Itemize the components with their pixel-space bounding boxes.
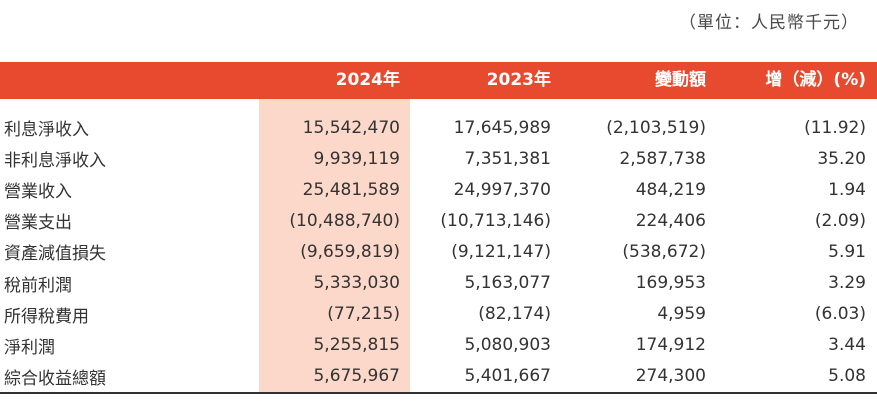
cell-2024: 9,939,119: [313, 148, 400, 169]
row-label: 利息淨收入: [4, 120, 89, 141]
cell-2024: 5,255,815: [313, 335, 400, 356]
cell-change: 4,959: [657, 304, 706, 325]
cell-change: 174,912: [635, 335, 706, 356]
cell-2023: (82,174): [478, 304, 551, 325]
cell-2024: 15,542,470: [302, 117, 400, 138]
row-label: 所得稅費用: [4, 306, 89, 327]
cell-pct: (2.09): [814, 210, 866, 231]
row-label: 資產減值損失: [4, 244, 106, 265]
cell-2024: 5,675,967: [313, 366, 400, 387]
cell-pct: 5.08: [828, 366, 866, 387]
cell-change: (538,672): [622, 241, 706, 262]
cell-change: 274,300: [635, 366, 706, 387]
bottom-rule: [0, 392, 877, 394]
header-pct: 增（減）(%): [765, 70, 866, 90]
row-label: 營業支出: [4, 213, 72, 234]
row-label: 淨利潤: [4, 337, 55, 358]
header-2023: 2023年: [486, 70, 551, 90]
cell-2024: (77,215): [327, 304, 400, 325]
row-label: 非利息淨收入: [4, 151, 106, 172]
cell-pct: 3.44: [828, 335, 866, 356]
financial-table: 利息淨收入 15,542,470 17,645,989 (2,103,519) …: [0, 112, 877, 392]
row-label: 綜合收益總額: [4, 368, 106, 389]
table-row: 綜合收益總額 5,675,967 5,401,667 274,300 5.08: [0, 361, 877, 392]
table-row: 資產減值損失 (9,659,819) (9,121,147) (538,672)…: [0, 236, 877, 267]
table-row: 營業支出 (10,488,740) (10,713,146) 224,406 (…: [0, 205, 877, 236]
cell-change: (2,103,519): [606, 117, 706, 138]
row-label: 營業收入: [4, 182, 72, 203]
cell-pct: 35.20: [817, 148, 866, 169]
cell-2024: (9,659,819): [300, 241, 400, 262]
table-row: 淨利潤 5,255,815 5,080,903 174,912 3.44: [0, 330, 877, 361]
cell-change: 484,219: [635, 179, 706, 200]
table-row: 利息淨收入 15,542,470 17,645,989 (2,103,519) …: [0, 112, 877, 143]
cell-pct: (11.92): [804, 117, 866, 138]
cell-2023: 7,351,381: [464, 148, 551, 169]
cell-pct: (6.03): [814, 304, 866, 325]
cell-2023: 5,401,667: [464, 366, 551, 387]
cell-2023: (10,713,146): [440, 210, 551, 231]
cell-2023: 17,645,989: [453, 117, 551, 138]
table-row: 非利息淨收入 9,939,119 7,351,381 2,587,738 35.…: [0, 143, 877, 174]
cell-2023: 24,997,370: [453, 179, 551, 200]
table-row: 所得稅費用 (77,215) (82,174) 4,959 (6.03): [0, 299, 877, 330]
cell-change: 169,953: [635, 273, 706, 294]
highlight-column-2024: [259, 62, 410, 392]
cell-2023: 5,163,077: [464, 273, 551, 294]
header-2024: 2024年: [335, 70, 400, 90]
cell-2024: 5,333,030: [313, 273, 400, 294]
row-label: 稅前利潤: [4, 275, 72, 296]
header-change: 變動額: [655, 70, 706, 90]
cell-2023: (9,121,147): [451, 241, 551, 262]
cell-change: 2,587,738: [619, 148, 706, 169]
table-row: 營業收入 25,481,589 24,997,370 484,219 1.94: [0, 174, 877, 205]
cell-pct: 3.29: [828, 273, 866, 294]
cell-2024: 25,481,589: [302, 179, 400, 200]
cell-pct: 5.91: [828, 241, 866, 262]
cell-2024: (10,488,740): [289, 210, 400, 231]
cell-pct: 1.94: [828, 179, 866, 200]
cell-2023: 5,080,903: [464, 335, 551, 356]
table-row: 稅前利潤 5,333,030 5,163,077 169,953 3.29: [0, 267, 877, 298]
cell-change: 224,406: [635, 210, 706, 231]
unit-note: （單位：人民幣千元）: [679, 13, 859, 33]
table-header: 2024年 2023年 變動額 增（減）(%): [0, 62, 877, 99]
